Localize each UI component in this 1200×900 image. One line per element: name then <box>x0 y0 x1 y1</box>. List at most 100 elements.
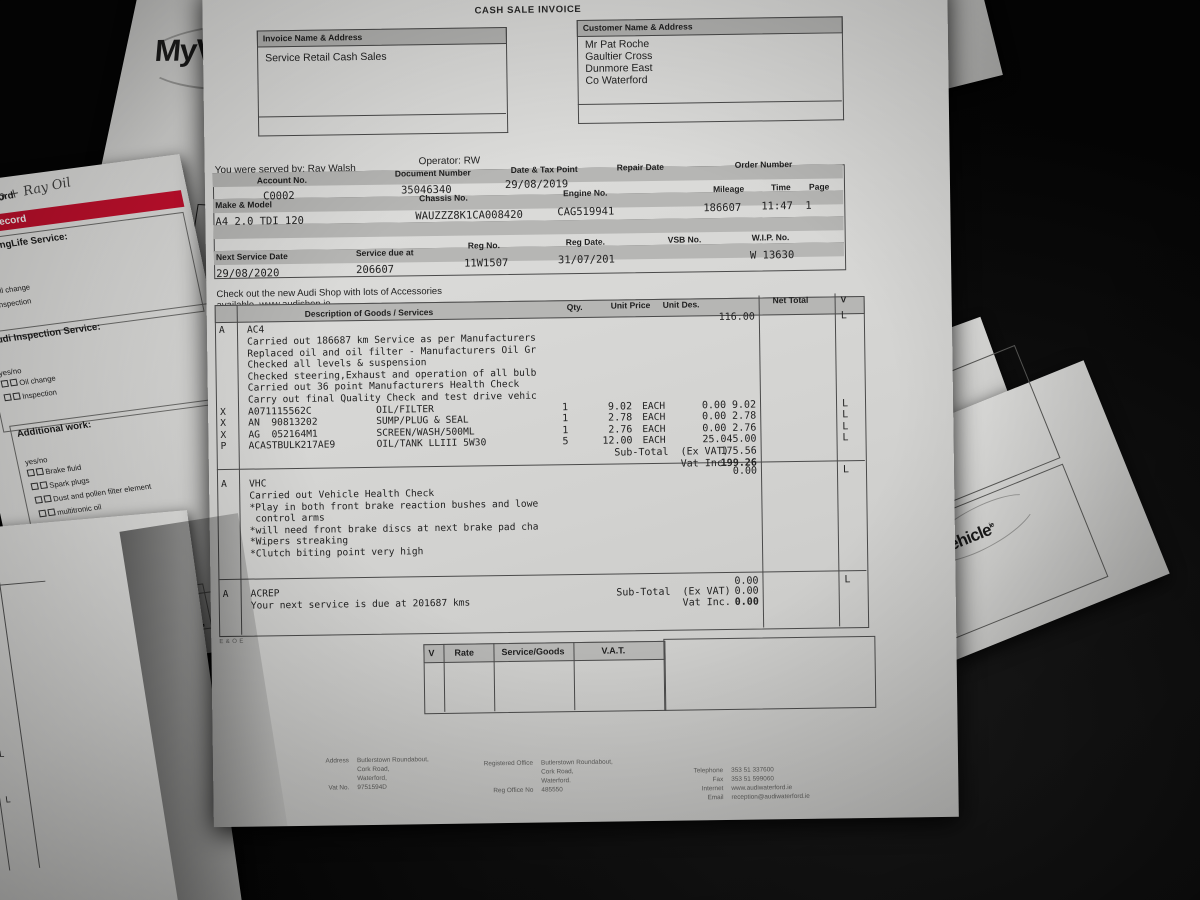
value-service-due-at: 206607 <box>356 263 395 277</box>
invoice-name-line-0: Service Retail Cash Sales <box>265 50 387 65</box>
value-engine-no: CAG519941 <box>557 205 615 219</box>
invoice-title: CASH SALE INVOICE <box>474 3 582 17</box>
label-engine-no: Engine No. <box>563 187 608 199</box>
label-order-number: Order Number <box>734 159 793 170</box>
label-time: Time <box>770 182 791 193</box>
part-no-0-3: ACASTBULK217AE9 <box>248 439 336 453</box>
section-code-2: ACREP <box>250 588 280 600</box>
footer-fax-label: Fax <box>712 776 724 784</box>
vat-col-rate: Rate <box>454 647 475 658</box>
footer-reg-office-1: Cork Road, <box>541 768 574 776</box>
part-no-0-1: AN 90813202 <box>248 416 318 429</box>
section-net-total-0: 116.00 <box>718 311 755 324</box>
part-unit-price-0-1: 2.78 <box>608 412 633 424</box>
checkbox-yes-icon[interactable] <box>3 393 12 402</box>
part-qty-0-0: 1 <box>561 401 569 413</box>
section-net-total-1: 0.00 <box>732 465 758 477</box>
part-unit-price-0-2: 2.76 <box>608 424 633 436</box>
col-qty: Qty. <box>566 301 583 313</box>
footer-telephone-label: Telephone <box>693 767 724 775</box>
checkbox-yes-icon[interactable] <box>26 468 36 477</box>
part-v-0-3: L <box>842 432 849 444</box>
section-1-desc-2: control arms <box>249 512 325 525</box>
value-date-tax-point: 29/08/2019 <box>504 178 569 192</box>
footer-address-2: Waterford, <box>357 774 387 783</box>
footer-reg-office-label: Registered Office <box>483 759 534 768</box>
section-net-total-2: 0.00 <box>734 575 759 587</box>
checkbox-yes-icon[interactable] <box>34 496 43 504</box>
checkbox-no-icon[interactable] <box>39 481 48 490</box>
inv2-row-v-9: L <box>4 795 12 806</box>
section-1-desc-5: *Clutch biting point very high <box>250 546 424 560</box>
section-code-1: VHC <box>249 478 267 490</box>
customer-line-3: Co Waterford <box>585 74 648 87</box>
section-v-2: L <box>844 574 851 586</box>
footer-address-0: Butlerstown Roundabout, <box>356 756 429 765</box>
section-letter-1: A <box>221 478 227 491</box>
checkbox-no-icon[interactable] <box>47 508 56 517</box>
label-repair-date: Repair Date <box>616 161 665 173</box>
label-account-no: Account No. <box>256 174 308 186</box>
value-time: 11:47 <box>761 200 793 213</box>
section-letter-0: A <box>218 324 225 337</box>
part-no-0-0: A071115562C <box>248 405 312 418</box>
vat-col-vat: V.A.T. <box>601 645 626 656</box>
vat-col-service: Service/Goods <box>501 646 565 658</box>
label-reg-no: Reg No. <box>467 240 500 251</box>
checkbox-yes-icon[interactable] <box>30 482 39 491</box>
footer-fax-value: 353 51 599060 <box>731 775 774 783</box>
inv2-row-net-10: 45.00 <box>0 819 2 834</box>
invoice-name-divider <box>257 113 507 137</box>
value-next-service-date: 29/08/2020 <box>216 267 280 281</box>
footer-vat-no-value: 9751594D <box>357 783 387 792</box>
value-page: 1 <box>805 199 812 212</box>
cash-sale-invoice: CASH SALE INVOICE Invoice Name & Address… <box>202 0 959 828</box>
footer-address-1: Cork Road, <box>357 765 390 774</box>
label-date-tax-point: Date & Tax Point <box>510 164 578 175</box>
footer-reg-office-2: Waterford. <box>541 777 571 785</box>
part-flag-0-3: P <box>220 441 227 453</box>
checkbox-no-icon[interactable] <box>12 392 21 401</box>
vat-value-1: 0.00 <box>734 596 759 609</box>
footer-reg-office-no-label: Reg Office No <box>493 786 534 795</box>
part-flag-0-0: X <box>220 406 226 418</box>
vat-summary-side-box <box>663 635 877 711</box>
checkbox-no-icon[interactable] <box>35 467 45 476</box>
value-reg-no: 11W1507 <box>463 256 509 270</box>
checkbox-no-icon[interactable] <box>9 378 18 387</box>
inv2-row-v-7: L <box>0 749 5 761</box>
part-v-0-1: L <box>842 409 849 421</box>
section-letter-2: A <box>222 588 229 601</box>
label-vsb-no: VSB No. <box>667 234 702 245</box>
checkbox-yes-icon[interactable] <box>0 379 9 388</box>
label-reg-date: Reg Date. <box>565 236 606 248</box>
value-mileage: 186607 <box>703 201 742 215</box>
part-v-0-2: L <box>842 421 849 433</box>
footer-email-value[interactable]: reception@audiwaterford.ie <box>731 792 810 801</box>
label-chassis-no: Chassis No. <box>419 192 468 204</box>
customer-line-1: Gaultier Cross <box>585 49 653 63</box>
footer-internet-label: Internet <box>701 785 724 793</box>
part-desc-0-3: OIL/TANK LLIII 5W30 <box>376 437 487 451</box>
col-description: Description of Goods / Services <box>304 307 434 319</box>
value-reg-date: 31/07/201 <box>557 253 616 267</box>
section-v-0: L <box>840 310 847 322</box>
footer-internet-value[interactable]: www.audiwaterford.ie <box>731 784 793 792</box>
label-service-due-at: Service due at <box>355 247 414 259</box>
footer-reg-office-no-value: 485550 <box>541 786 563 794</box>
part-no-0-2: AG 052164M1 <box>248 428 318 441</box>
label-page: Page <box>808 181 830 192</box>
section-v-1: L <box>842 464 850 476</box>
label-document-number: Document Number <box>394 167 471 179</box>
part-qty-0-2: 1 <box>562 424 569 437</box>
col-unit-price: Unit Price <box>610 300 651 311</box>
footer-vat-no-label: Vat No. <box>328 784 350 792</box>
section-code-0: AC4 <box>246 324 265 336</box>
checkbox-no-icon[interactable] <box>43 494 52 503</box>
service-record-banner-label: Service Record <box>0 213 28 234</box>
footer-email-label: Email <box>707 794 724 802</box>
col-v: V <box>840 294 847 305</box>
part-qty-0-3: 5 <box>562 436 569 448</box>
checkbox-yes-icon[interactable] <box>38 509 47 518</box>
